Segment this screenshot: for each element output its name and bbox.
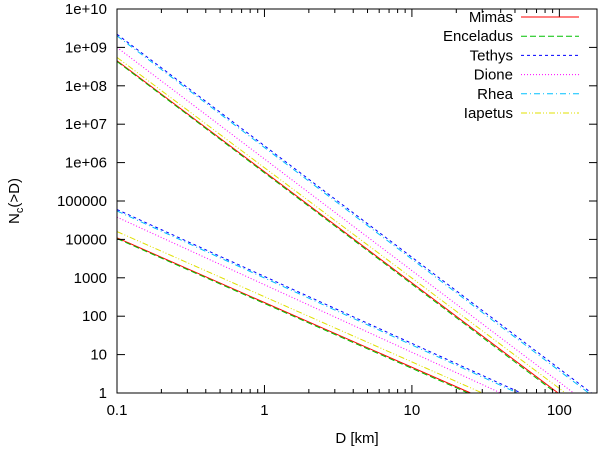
x-tick-label: 100 — [547, 402, 572, 419]
legend: Mimas Enceladus Tethys Dione Rhea Iapetus — [443, 9, 579, 122]
y-tick-label: 1e+08 — [65, 78, 107, 95]
y-tick-label: 10 — [90, 347, 107, 364]
series-line-enceladus-lower — [116, 238, 469, 394]
series-line-rhea-lower — [116, 210, 518, 394]
y-tick-label: 100 — [82, 308, 107, 325]
series-line-dione-lower — [116, 216, 501, 394]
y-axis-label-main: N — [6, 213, 23, 224]
y-tick-label: 10000 — [65, 231, 107, 248]
y-axis-label-subscript: c — [14, 207, 26, 213]
series-line-enceladus-upper — [116, 61, 557, 394]
legend-label-rhea: Rhea — [477, 86, 514, 103]
x-tick-label: 1 — [260, 402, 268, 419]
series-line-mimas-upper — [116, 60, 559, 394]
y-axis-label-rest: (>D) — [6, 178, 23, 208]
y-tick-label: 1 — [99, 385, 107, 402]
y-tick-label: 1e+09 — [65, 39, 107, 56]
series-line-rhea-upper — [116, 35, 589, 394]
legend-label-iapetus: Iapetus — [464, 105, 513, 122]
x-axis-label: D [km] — [335, 430, 378, 447]
legend-label-mimas: Mimas — [469, 9, 513, 26]
y-tick-label: 100000 — [57, 193, 107, 210]
axis-tick-labels: 0.1 1 10 1001101001000100001000001e+061e+07… — [57, 1, 572, 419]
y-tick-label: 1e+07 — [65, 116, 107, 133]
legend-label-tethys: Tethys — [470, 47, 513, 64]
y-axis-label: Nc(>D) — [6, 178, 26, 224]
x-tick-label: 10 — [404, 402, 421, 419]
y-tick-label: 1e+10 — [65, 1, 107, 18]
y-tick-label: 1000 — [74, 270, 107, 287]
series-line-mimas-lower — [116, 237, 471, 394]
series-layer — [116, 33, 592, 394]
series-line-tethys-upper — [116, 33, 592, 394]
series-line-iapetus-lower — [116, 231, 483, 394]
x-tick-label: 0.1 — [107, 402, 128, 419]
series-line-dione-upper — [116, 47, 574, 394]
series-line-tethys-lower — [116, 209, 522, 394]
legend-label-dione: Dione — [474, 67, 513, 84]
y-tick-label: 1e+06 — [65, 155, 107, 172]
plot-frame — [116, 8, 598, 394]
legend-label-enceladus: Enceladus — [443, 28, 513, 45]
series-line-iapetus-upper — [116, 56, 566, 394]
axis-ticks — [116, 8, 597, 394]
